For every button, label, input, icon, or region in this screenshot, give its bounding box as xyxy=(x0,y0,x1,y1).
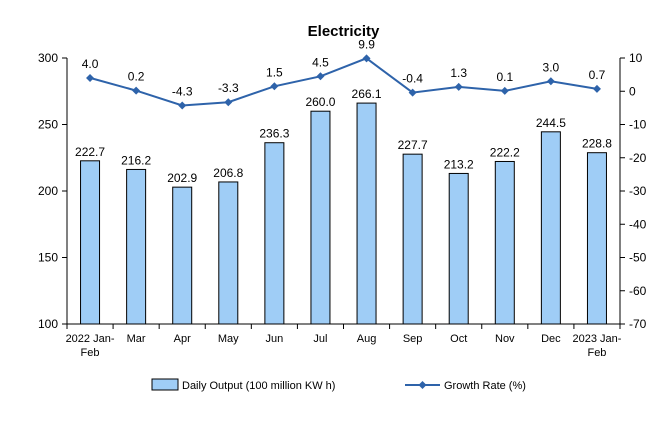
growth-rate-label: 0.7 xyxy=(589,68,606,82)
bar xyxy=(264,142,285,325)
growth-rate-point xyxy=(178,101,187,110)
x-tick-label: Oct xyxy=(450,333,467,345)
bar xyxy=(494,160,515,325)
bar xyxy=(356,102,377,325)
left-tick-label: 150 xyxy=(38,251,58,265)
bar-value-label: 266.1 xyxy=(352,87,382,101)
x-tick-label: May xyxy=(218,333,239,345)
x-tick-label: Jun xyxy=(266,333,284,345)
growth-rate-point xyxy=(270,82,279,91)
left-tick-label: 300 xyxy=(38,51,58,65)
legend-line-marker xyxy=(418,381,427,389)
bar-value-label: 222.7 xyxy=(75,145,105,159)
growth-rate-label: -4.3 xyxy=(172,85,193,99)
growth-rate-label: 9.9 xyxy=(358,37,375,51)
growth-rate-point xyxy=(500,86,509,95)
right-tick-label: -10 xyxy=(629,118,647,132)
growth-rate-line xyxy=(89,57,598,107)
x-tick-label: Feb xyxy=(81,347,100,359)
bar-value-label: 227.7 xyxy=(398,138,428,152)
growth-rate-point xyxy=(592,84,601,93)
x-tick-label: 2022 Jan- xyxy=(66,333,115,345)
x-tick-label: Feb xyxy=(587,347,606,359)
growth-rate-point xyxy=(316,72,325,81)
bar xyxy=(172,186,193,325)
growth-rate-point xyxy=(362,54,371,63)
bar-value-label: 244.5 xyxy=(536,116,566,130)
right-tick-label: -70 xyxy=(629,317,647,331)
x-tick-label: Aug xyxy=(357,333,377,345)
growth-rate-point xyxy=(454,82,463,91)
right-tick-label: -60 xyxy=(629,284,647,298)
left-tick-label: 200 xyxy=(38,184,58,198)
x-tick-label: Jul xyxy=(313,333,327,345)
growth-rate-point xyxy=(86,73,95,82)
bar xyxy=(586,152,607,325)
bar xyxy=(218,181,239,325)
growth-rate-point xyxy=(546,77,555,86)
growth-rate-label: 4.5 xyxy=(312,55,329,69)
x-tick-label: Apr xyxy=(174,333,191,345)
growth-rate-label: 1.3 xyxy=(450,66,467,80)
bar-value-label: 260.0 xyxy=(305,95,335,109)
bar xyxy=(80,160,101,325)
x-tick-label: Sep xyxy=(403,333,423,345)
right-tick-label: 0 xyxy=(629,84,636,98)
left-tick-label: 250 xyxy=(38,118,58,132)
bar-value-label: 236.3 xyxy=(259,127,289,141)
chart-title: Electricity xyxy=(308,23,380,40)
x-tick-label: Nov xyxy=(495,333,515,345)
legend-line-label: Growth Rate (%) xyxy=(444,380,526,392)
bar-value-label: 202.9 xyxy=(167,171,197,185)
bar xyxy=(540,131,561,325)
legend-bar-label: Daily Output (100 million KW h) xyxy=(182,380,335,392)
growth-rate-point xyxy=(224,98,233,107)
growth-rate-label: -3.3 xyxy=(218,81,239,95)
left-tick-label: 100 xyxy=(38,317,58,331)
legend-bar-swatch xyxy=(151,378,179,391)
right-tick-label: -40 xyxy=(629,217,647,231)
x-tick-label: 2023 Jan- xyxy=(572,333,621,345)
growth-rate-label: -0.4 xyxy=(402,72,423,86)
growth-rate-label: 1.5 xyxy=(266,65,283,79)
right-tick-label: -20 xyxy=(629,151,647,165)
x-tick-label: Mar xyxy=(127,333,146,345)
growth-rate-label: 0.1 xyxy=(496,70,513,84)
bar-value-label: 228.8 xyxy=(582,137,612,151)
bar-value-label: 213.2 xyxy=(444,157,474,171)
bar xyxy=(310,110,331,325)
right-tick-label: -30 xyxy=(629,184,647,198)
right-tick-label: 10 xyxy=(629,51,643,65)
growth-rate-label: 3.0 xyxy=(543,60,560,74)
bar xyxy=(448,172,469,325)
x-tick-label: Dec xyxy=(541,333,561,345)
growth-rate-point xyxy=(132,86,141,95)
growth-rate-point xyxy=(408,88,417,97)
bar-value-label: 216.2 xyxy=(121,153,151,167)
growth-rate-label: 0.2 xyxy=(128,70,145,84)
bar xyxy=(126,168,147,325)
right-tick-label: -50 xyxy=(629,251,647,265)
bar xyxy=(402,153,423,325)
bar-value-label: 222.2 xyxy=(490,145,520,159)
growth-rate-label: 4.0 xyxy=(82,57,99,71)
bar-value-label: 206.8 xyxy=(213,166,243,180)
